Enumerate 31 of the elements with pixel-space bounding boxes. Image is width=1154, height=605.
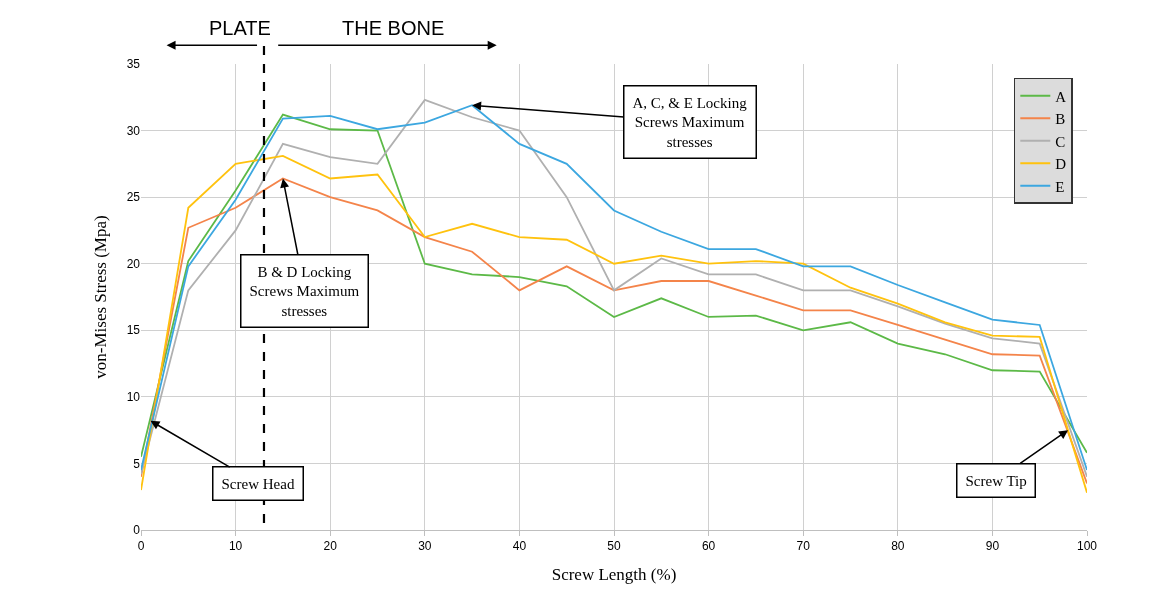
annotation: A, C, & E Locking Screws Maximum stresses — [632, 94, 748, 150]
y-tick-label: 0 — [133, 523, 141, 538]
legend-label: C — [1055, 133, 1066, 150]
x-axis-title: Screw Length (%) — [551, 564, 677, 584]
y-tick-label: 15 — [126, 323, 141, 338]
legend-label: D — [1055, 156, 1067, 173]
y-tick-label: 25 — [126, 190, 141, 205]
x-tick-label: 20 — [323, 539, 338, 554]
x-tick-label: 60 — [701, 539, 716, 554]
text: PLATE — [209, 17, 271, 39]
y-axis-title: von-Mises Stress (Mpa) — [91, 215, 111, 379]
x-tick-label: 50 — [607, 539, 621, 554]
y-tick-label: 30 — [126, 123, 141, 138]
text: THE BONE — [342, 17, 445, 39]
annotation: B & D Locking Screws Maximum stresses — [249, 263, 360, 319]
y-tick-label: 5 — [133, 456, 141, 471]
legend-label: A — [1055, 88, 1067, 105]
y-tick-label: 10 — [126, 390, 141, 405]
x-tick-label: 40 — [512, 539, 527, 554]
legend-label: B — [1055, 111, 1066, 128]
legend-label: E — [1055, 178, 1065, 195]
x-tick-label: 100 — [1076, 539, 1098, 554]
y-tick-label: 35 — [126, 57, 141, 72]
annotation: Screw Head — [221, 475, 295, 492]
x-tick-label: 10 — [228, 539, 243, 554]
x-tick-label: 90 — [985, 539, 1000, 554]
x-tick-label: 30 — [418, 539, 432, 554]
y-tick-label: 20 — [126, 256, 141, 271]
x-tick-label: 80 — [891, 539, 905, 554]
x-tick-label: 70 — [796, 539, 811, 554]
annotation: Screw Tip — [965, 472, 1027, 489]
